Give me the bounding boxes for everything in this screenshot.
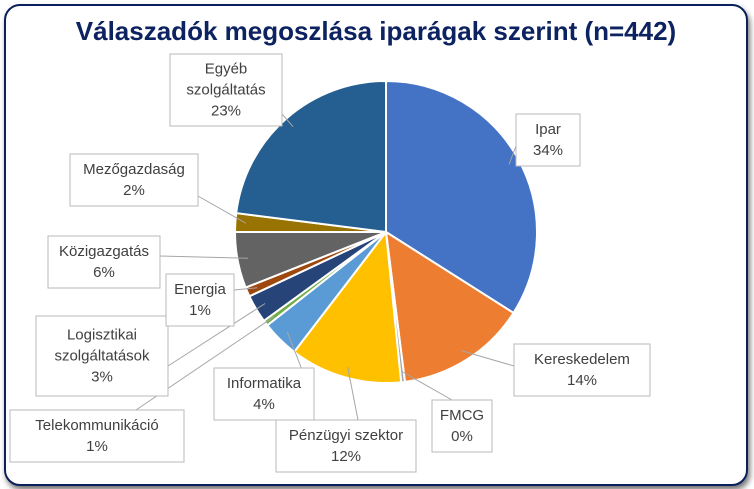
slice-value-label: 14%	[567, 372, 597, 389]
slice-value-label: 1%	[86, 438, 108, 455]
leader-line-11	[281, 113, 294, 128]
slice-name-label: Telekommunikáció	[35, 417, 158, 434]
slice-value-label: 1%	[189, 302, 211, 319]
data-label-box	[9, 409, 185, 463]
slice-name-label: Informatika	[227, 375, 302, 392]
chart-frame: Válaszadók megoszlása iparágak szerint (…	[4, 4, 748, 486]
data-label-box	[169, 53, 283, 127]
data-label-box	[515, 113, 581, 167]
data-label-11: Egyéb szolgáltatás 23%	[169, 53, 283, 127]
data-label-box	[213, 367, 315, 421]
data-label-box	[69, 153, 199, 207]
slice-name-label: Kereskedelem	[534, 351, 630, 368]
data-label-6: Telekommunikáció 1%	[9, 409, 185, 463]
pie-slice-2	[384, 230, 515, 383]
data-label-7: Logisztikai szolgáltatások 3%	[35, 315, 169, 397]
slice-value-label: 4%	[253, 396, 275, 413]
leader-line-9	[159, 255, 249, 259]
slice-name-label: szolgáltatások	[54, 348, 150, 365]
data-label-5: Informatika 4%	[213, 367, 315, 421]
leader-line-1	[508, 145, 517, 165]
data-label-2: Kereskedelem 14%	[513, 343, 651, 397]
slice-name-label: Pénzügyi szektor	[289, 427, 403, 444]
data-label-1: Ipar 34%	[515, 113, 581, 167]
leader-line-7	[167, 303, 266, 367]
chart-title: Válaszadók megoszlása iparágak szerint (…	[75, 16, 677, 46]
data-label-box	[165, 273, 235, 327]
slice-value-label: 6%	[93, 264, 115, 281]
slice-value-label: 34%	[533, 142, 563, 159]
pie-slice-4	[292, 229, 403, 384]
data-label-box	[431, 399, 493, 453]
slice-name-label: szolgáltatás	[186, 82, 265, 99]
slice-name-label: Mezőgazdaság	[83, 161, 185, 178]
slice-name-label: Ipar	[535, 121, 561, 138]
slice-value-label: 12%	[331, 448, 361, 465]
pie-chart: Ipar 34% Kereskedelem 14% FMCG 0% Pénzügyi sze…	[9, 53, 651, 473]
leader-line-3	[401, 371, 453, 401]
data-label-10: Mezőgazdaság 2%	[69, 153, 199, 207]
slice-name-label: FMCG	[440, 407, 484, 424]
slice-name-label: Közigazgatás	[59, 243, 149, 260]
leader-line-8	[233, 287, 258, 291]
leader-line-2	[461, 350, 515, 367]
slice-name-label: Logisztikai	[67, 327, 137, 344]
slice-name-label: Energia	[174, 281, 226, 298]
data-label-9: Közigazgatás 6%	[47, 235, 161, 289]
slice-value-label: 2%	[123, 182, 145, 199]
data-label-box	[35, 315, 169, 397]
leader-line-4	[347, 367, 359, 421]
data-label-8: Energia 1%	[165, 273, 235, 327]
slice-value-label: 23%	[211, 103, 241, 120]
data-label-box	[513, 343, 651, 397]
leader-line-10	[197, 195, 247, 224]
data-label-box	[275, 419, 417, 473]
data-label-3: FMCG 0%	[431, 399, 493, 453]
slice-name-label: Egyéb	[205, 61, 248, 78]
slice-value-label: 0%	[451, 428, 473, 445]
data-label-4: Pénzügyi szektor 12%	[275, 419, 417, 473]
data-label-box	[47, 235, 161, 289]
slice-value-label: 3%	[91, 369, 113, 386]
